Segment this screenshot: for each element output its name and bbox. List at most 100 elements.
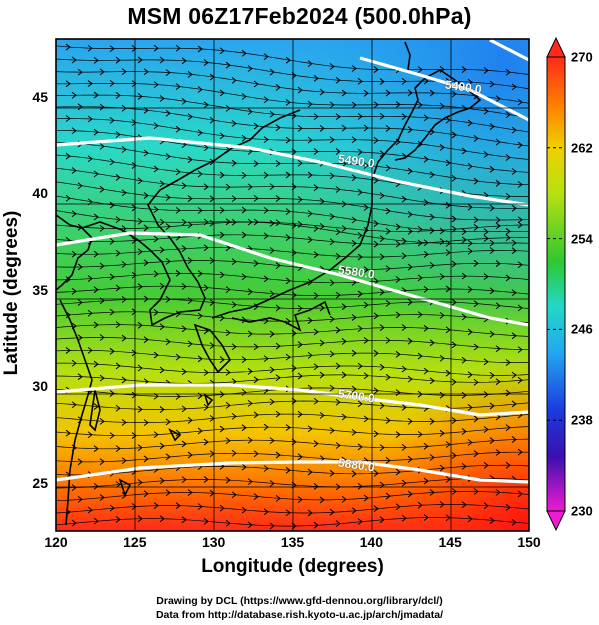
wind-arrow	[263, 465, 269, 472]
wind-arrow	[109, 308, 115, 316]
wind-arrow	[247, 108, 253, 116]
wind-arrow	[373, 349, 379, 357]
wind-arrow	[131, 80, 137, 88]
wind-arrow	[269, 247, 275, 254]
y-tick-label: 30	[32, 378, 48, 395]
wind-arrow	[445, 159, 451, 167]
wind-arrow	[297, 220, 303, 228]
wind-arrow	[489, 402, 495, 410]
x-tick-label: 140	[359, 534, 384, 550]
wind-arrow	[131, 45, 137, 52]
wind-arrow	[417, 140, 423, 148]
wind-arrow	[77, 334, 83, 342]
wind-arrow	[269, 437, 275, 445]
wind-arrow	[461, 313, 467, 321]
wind-arrow	[253, 343, 259, 351]
wind-arrow	[357, 148, 363, 156]
colorbar	[546, 36, 566, 532]
wind-arrow	[357, 290, 363, 298]
wind-arrow	[175, 125, 181, 133]
wind-arrow	[225, 519, 231, 527]
wind-arrow	[451, 131, 457, 139]
wind-arrow	[511, 168, 517, 175]
wind-arrow	[143, 259, 149, 267]
wind-arrow	[307, 136, 313, 144]
wind-arrow	[495, 95, 501, 103]
wind-arrow	[93, 91, 99, 99]
wind-arrow	[407, 89, 413, 97]
wind-arrow	[379, 444, 385, 452]
wind-arrow	[467, 286, 473, 293]
wind-arrow	[121, 457, 127, 465]
wind-arrow	[451, 417, 457, 424]
x-tick-label: 130	[201, 534, 226, 550]
wind-arrow	[275, 451, 281, 459]
wind-arrow	[313, 328, 319, 336]
wind-arrow	[423, 250, 429, 258]
wind-arrow	[269, 110, 275, 118]
wind-arrow	[313, 74, 319, 82]
wind-arrow	[395, 431, 401, 438]
wind-arrow	[99, 374, 105, 382]
wind-arrow	[505, 111, 511, 119]
wind-arrow	[319, 304, 325, 312]
wind-arrow	[87, 44, 93, 52]
wind-arrow	[335, 113, 341, 121]
wind-arrow	[445, 441, 451, 448]
wind-arrow	[483, 67, 489, 74]
wind-arrow	[153, 351, 159, 359]
wind-arrow	[175, 168, 181, 176]
wind-arrow	[395, 350, 401, 358]
wind-arrow	[511, 83, 517, 91]
wind-arrow	[385, 265, 391, 273]
wind-arrow	[137, 248, 143, 256]
wind-arrow	[429, 418, 435, 425]
wind-arrow	[159, 282, 165, 290]
wind-arrow	[131, 204, 137, 212]
wind-arrow	[451, 90, 457, 98]
wind-arrow	[401, 479, 407, 487]
wind-arrow	[401, 365, 407, 373]
wind-arrow	[263, 508, 269, 516]
wind-arrow	[225, 286, 231, 294]
wind-arrow	[109, 390, 115, 397]
wind-arrow	[489, 165, 495, 173]
wind-arrow	[87, 275, 93, 282]
wind-arrow	[511, 239, 517, 247]
wind-arrow	[379, 516, 385, 524]
wind-arrow	[225, 218, 231, 226]
wind-arrow	[269, 183, 275, 191]
wind-arrow	[175, 207, 181, 214]
wind-arrow	[395, 223, 401, 231]
wind-arrow	[253, 194, 259, 202]
wind-arrow	[511, 204, 517, 212]
wind-arrow	[329, 427, 335, 434]
wind-arrow	[159, 515, 165, 523]
wind-arrow	[181, 440, 187, 448]
x-tick-label: 145	[438, 534, 462, 550]
wind-arrow	[275, 124, 281, 132]
wind-arrow	[263, 423, 269, 431]
wind-arrow	[115, 404, 121, 412]
wind-arrow	[131, 308, 137, 316]
wind-arrow	[71, 167, 77, 174]
wind-arrow	[219, 504, 225, 512]
wind-arrow	[115, 284, 121, 292]
wind-arrow	[175, 269, 181, 277]
y-tick-label: 25	[32, 474, 48, 491]
wind-arrow	[517, 448, 523, 456]
geopotential-contours	[56, 39, 529, 484]
wind-arrow	[313, 225, 319, 232]
wind-arrow	[263, 355, 269, 363]
wind-arrow	[379, 253, 385, 261]
wind-arrow	[363, 301, 369, 309]
wind-arrow	[379, 78, 385, 85]
wind-arrow	[143, 490, 149, 498]
wind-arrow	[253, 80, 259, 88]
wind-arrow	[517, 346, 523, 354]
wind-arrow	[341, 225, 347, 232]
wind-arrow	[285, 353, 291, 361]
wind-arrow	[181, 97, 187, 105]
wind-arrow	[115, 321, 121, 329]
wind-arrow	[165, 109, 171, 117]
